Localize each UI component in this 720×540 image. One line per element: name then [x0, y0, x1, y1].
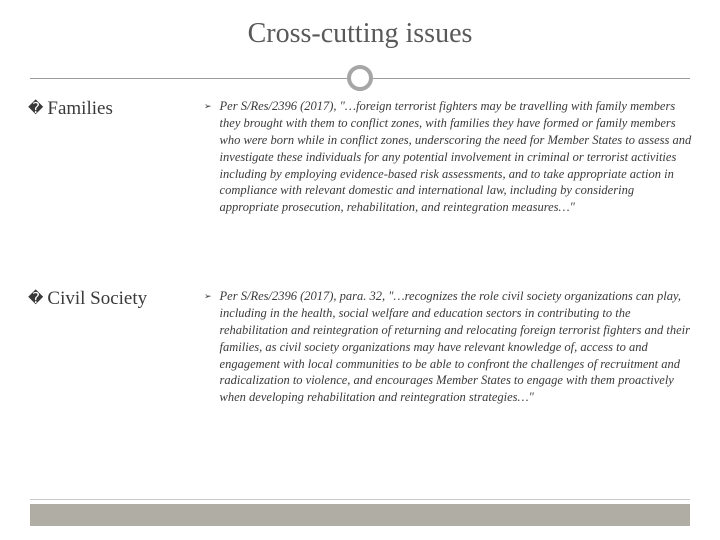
right-text: Per S/Res/2396 (2017), "…foreign terrori… [220, 98, 692, 216]
divider-circle-icon [347, 65, 373, 91]
row-civil-society: � Civil Society ➢ Per S/Res/2396 (2017),… [28, 288, 692, 420]
checkbox-bullet-icon: � [28, 288, 43, 311]
right-text: Per S/Res/2396 (2017), para. 32, "…recog… [220, 288, 692, 406]
left-item-civil-society: � Civil Society [28, 288, 196, 311]
title-area: Cross-cutting issues [0, 0, 720, 58]
slide-title: Cross-cutting issues [0, 18, 720, 50]
checkbox-bullet-icon: � [28, 98, 43, 121]
right-item-civil-society: ➢ Per S/Res/2396 (2017), para. 32, "…rec… [204, 288, 692, 406]
row-families: � Families ➢ Per S/Res/2396 (2017), "…fo… [28, 98, 692, 288]
right-item-families: ➢ Per S/Res/2396 (2017), "…foreign terro… [204, 98, 692, 216]
left-label: Civil Society [47, 288, 147, 311]
title-divider [0, 64, 720, 94]
left-col: � Civil Society [28, 288, 196, 420]
arrow-bullet-icon: ➢ [204, 101, 212, 112]
arrow-bullet-icon: ➢ [204, 291, 212, 302]
bottom-bar [30, 504, 690, 526]
slide: Cross-cutting issues � Families ➢ Per S/… [0, 0, 720, 540]
bottom-divider-line [30, 499, 690, 500]
left-label: Families [47, 98, 112, 121]
left-item-families: � Families [28, 98, 196, 121]
left-col: � Families [28, 98, 196, 288]
content-area: � Families ➢ Per S/Res/2396 (2017), "…fo… [0, 94, 720, 420]
right-col: ➢ Per S/Res/2396 (2017), para. 32, "…rec… [196, 288, 692, 420]
right-col: ➢ Per S/Res/2396 (2017), "…foreign terro… [196, 98, 692, 288]
